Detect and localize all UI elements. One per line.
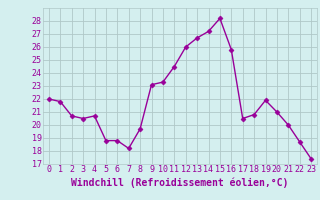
X-axis label: Windchill (Refroidissement éolien,°C): Windchill (Refroidissement éolien,°C): [71, 177, 289, 188]
